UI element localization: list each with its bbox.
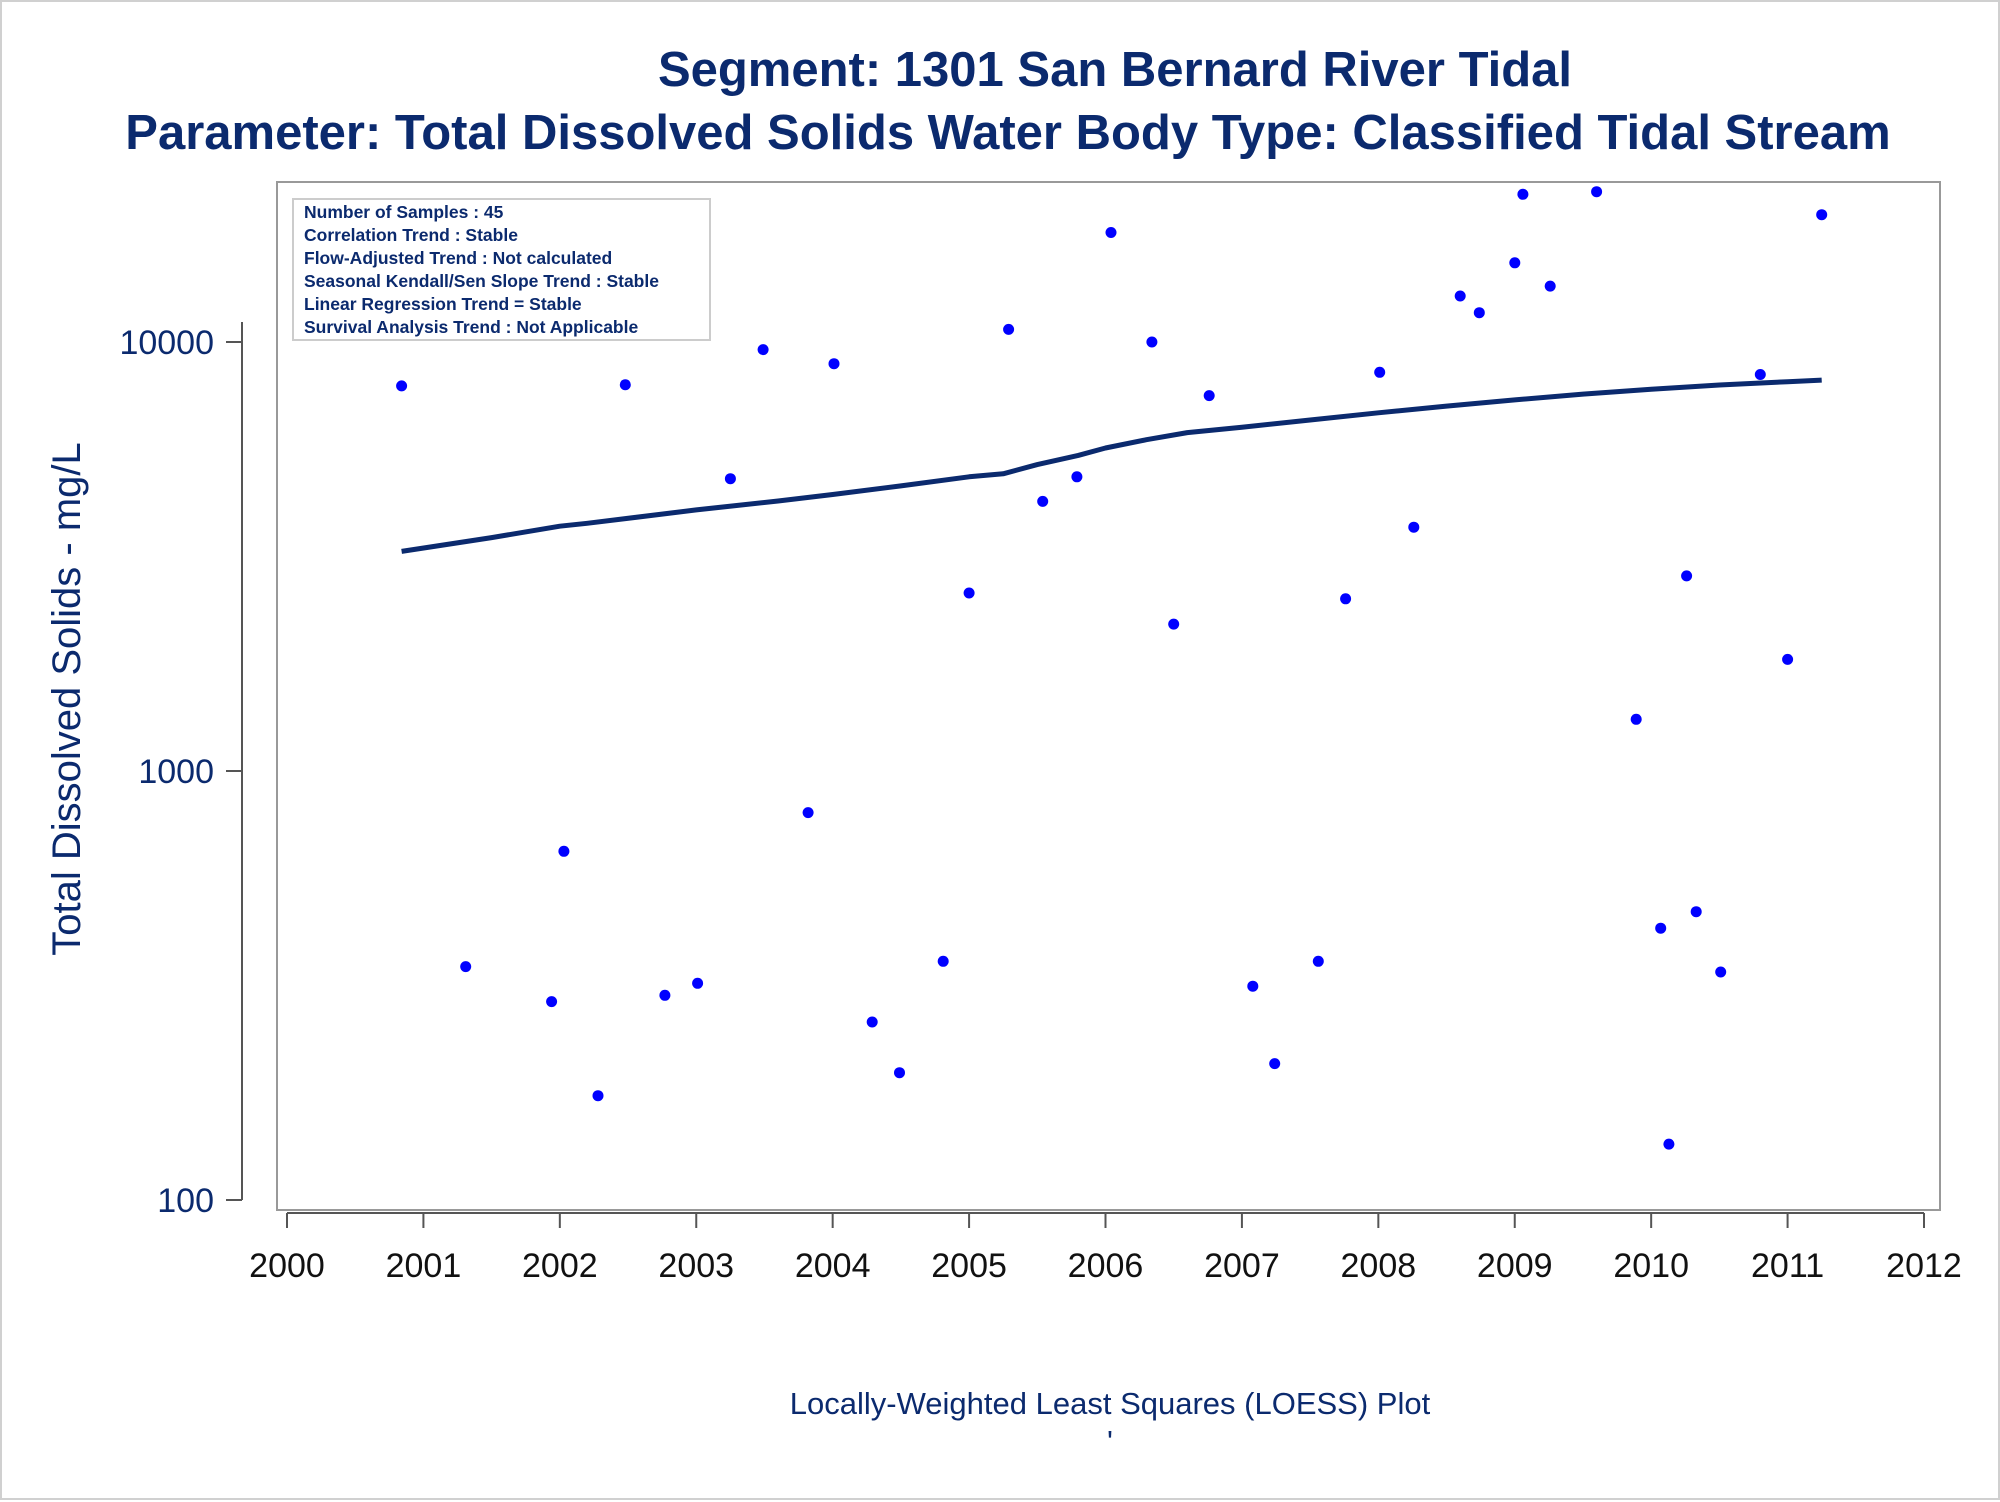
x-tick-label: 2009	[1477, 1247, 1553, 1285]
data-point	[963, 587, 975, 599]
data-point	[1663, 1138, 1675, 1150]
data-point	[1544, 280, 1556, 292]
plot-area	[276, 181, 1941, 1211]
data-point	[1473, 307, 1485, 319]
y-tick-label: 1000	[138, 753, 214, 791]
data-point	[757, 344, 769, 356]
data-point	[1782, 653, 1794, 665]
data-point	[937, 955, 949, 967]
data-point	[1591, 186, 1603, 198]
data-point	[724, 473, 736, 485]
chart-subtitle: Parameter: Total Dissolved Solids Water …	[125, 106, 1890, 160]
x-tick-label: 2011	[1751, 1247, 1824, 1285]
x-tick-label: 2005	[931, 1247, 1007, 1285]
footnote: Locally-Weighted Least Squares (LOESS) P…	[790, 1386, 1431, 1421]
data-point	[546, 996, 558, 1008]
data-point	[1071, 471, 1083, 483]
x-tick-label: 2010	[1613, 1247, 1689, 1285]
data-point	[1517, 188, 1529, 200]
stats-box: Number of Samples : 45 Correlation Trend…	[292, 198, 711, 341]
stats-line-seasonal-kendall: Seasonal Kendall/Sen Slope Trend : Stabl…	[304, 271, 659, 291]
x-tick-label: 2007	[1204, 1247, 1280, 1285]
data-point	[1168, 618, 1180, 630]
data-point	[592, 1090, 604, 1102]
x-axis: 2000 2001 2002 2003 2004 2005 2006 2007 2008 2009…	[249, 1212, 1962, 1285]
data-point	[1754, 369, 1766, 380]
y-axis: 100 1000 10000	[119, 322, 243, 1220]
footnote-mark: '	[1107, 1424, 1113, 1459]
stats-line-samples: Number of Samples : 45	[304, 202, 504, 222]
y-axis-label: Total Dissolved Solids - mg/L	[45, 442, 89, 956]
data-point	[1146, 336, 1158, 348]
stats-box-frame	[292, 198, 711, 341]
x-tick-label: 2003	[658, 1247, 734, 1285]
data-point	[894, 1067, 905, 1079]
data-point	[802, 807, 814, 819]
data-point	[396, 380, 408, 392]
data-point	[1312, 955, 1324, 967]
data-point	[1408, 521, 1420, 533]
data-point	[1340, 593, 1352, 605]
stats-line-survival: Survival Analysis Trend : Not Applicable	[304, 317, 638, 337]
data-point	[1247, 980, 1259, 992]
data-point	[1690, 906, 1702, 918]
data-point	[1509, 257, 1521, 269]
data-point	[1816, 209, 1828, 221]
data-point	[866, 1016, 878, 1028]
y-tick-label: 10000	[119, 324, 214, 362]
y-tick-label: 100	[157, 1182, 214, 1220]
data-point	[1003, 323, 1015, 335]
loess-layer	[401, 377, 1822, 554]
data-point	[1655, 922, 1667, 934]
x-tick-label: 2006	[1068, 1247, 1144, 1285]
data-point	[1374, 366, 1386, 378]
x-tick-label: 2004	[795, 1247, 871, 1285]
points-layer	[396, 186, 1828, 1150]
data-point	[460, 961, 472, 973]
data-point	[1715, 966, 1727, 978]
x-tick-label: 2012	[1886, 1247, 1962, 1285]
data-point	[828, 358, 840, 370]
x-tick-label: 2001	[386, 1247, 462, 1285]
data-point	[1105, 227, 1117, 238]
data-point	[692, 977, 704, 989]
data-point	[1203, 390, 1215, 402]
data-point	[1454, 290, 1466, 302]
x-tick-label: 2008	[1341, 1247, 1417, 1285]
stats-line-linear-regression: Linear Regression Trend = Stable	[304, 294, 582, 314]
stats-line-correlation: Correlation Trend : Stable	[304, 225, 518, 245]
loess-line	[401, 377, 1822, 554]
data-point	[1681, 570, 1693, 582]
stats-line-flow-adjusted: Flow-Adjusted Trend : Not calculated	[304, 248, 612, 268]
data-point	[659, 989, 671, 1001]
data-point	[558, 845, 570, 857]
chart-title: Segment: 1301 San Bernard River Tidal	[658, 43, 1572, 97]
x-tick-label: 2002	[522, 1247, 598, 1285]
data-point	[619, 379, 631, 391]
data-point	[1037, 495, 1049, 507]
x-tick-label: 2000	[249, 1247, 325, 1285]
data-point	[1630, 713, 1642, 725]
data-point	[1269, 1058, 1281, 1070]
